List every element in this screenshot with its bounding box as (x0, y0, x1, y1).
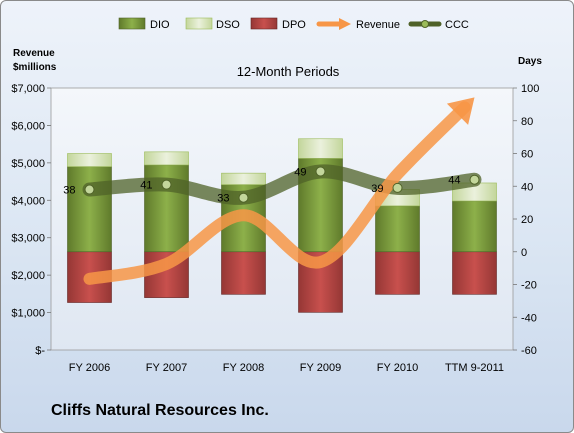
x-tick-label: FY 2008 (223, 362, 264, 374)
left-tick-label: $7,000 (11, 83, 45, 95)
ccc-data-label: 39 (371, 183, 383, 195)
right-tick-label: 0 (521, 247, 527, 259)
legend-label-dpo: DPO (282, 19, 306, 31)
bar-dso (67, 153, 112, 167)
bar-dso (144, 151, 189, 166)
bar-dpo (452, 251, 497, 295)
ccc-data-label: 44 (448, 175, 460, 187)
ccc-data-label: 33 (217, 193, 229, 205)
x-tick-label: FY 2009 (300, 362, 341, 374)
right-tick-label: -60 (521, 345, 537, 357)
legend-label-dio: DIO (150, 19, 170, 31)
right-tick-label: 20 (521, 214, 533, 226)
left-tick-label: $3,000 (11, 233, 45, 245)
bar-dpo (221, 251, 266, 295)
ccc-data-label: 49 (294, 167, 306, 179)
marker-ccc (84, 184, 95, 195)
legend: DIO DSO DPO Revenue CCC (118, 17, 469, 31)
legend-item-ccc: CCC (408, 19, 469, 31)
left-tick-label: $5,000 (11, 158, 45, 170)
company-name: Cliffs Natural Resources Inc. (51, 402, 269, 419)
right-tick-label: 60 (521, 149, 533, 161)
marker-ccc (469, 174, 480, 185)
left-tick-label: $- (35, 345, 45, 357)
x-tick-label: TTM 9-2011 (445, 362, 504, 374)
bar-dso (221, 172, 266, 185)
x-tick-label: FY 2007 (146, 362, 187, 374)
marker-ccc (161, 179, 172, 190)
legend-item-dpo: DPO (250, 17, 306, 31)
bar-dio (375, 205, 420, 253)
right-tick-label: 40 (521, 181, 533, 193)
left-axis: $- $1,000 $2,000 $3,000 $4,000 $5,000 $6,000 $7… (11, 83, 51, 357)
right-axis-title: Days (518, 56, 542, 67)
legend-swatch-dso (185, 17, 213, 30)
right-axis: -60 -40 -20 0 20 40 60 80 100 (513, 83, 539, 357)
marker-ccc (392, 182, 403, 193)
bar-dio (67, 166, 112, 253)
left-axis-title-line2: $millions (13, 62, 57, 73)
legend-label-dso: DSO (216, 19, 240, 31)
legend-item-revenue: Revenue (316, 18, 400, 31)
marker-ccc (315, 166, 326, 177)
ccc-data-label: 41 (140, 180, 152, 192)
bar-dio (452, 200, 497, 253)
right-tick-label: -40 (521, 312, 537, 324)
ccc-data-label: 38 (63, 185, 75, 197)
right-tick-label: 80 (521, 116, 533, 128)
right-tick-label: -20 (521, 280, 537, 292)
legend-swatch-dio (118, 17, 146, 30)
right-tick-label: 100 (521, 83, 539, 95)
bar-dpo (375, 251, 420, 295)
left-tick-label: $6,000 (11, 120, 45, 132)
left-tick-label: $1,000 (11, 308, 45, 320)
bar-dso (298, 138, 343, 159)
legend-item-dso: DSO (185, 17, 240, 31)
x-tick-label: FY 2006 (69, 362, 110, 374)
x-axis: FY 2006 FY 2007 FY 2008 FY 2009 FY 2010 TTM 9… (69, 362, 504, 374)
left-tick-label: $2,000 (11, 270, 45, 282)
chart-title: 12-Month Periods (237, 64, 340, 79)
legend-label-revenue: Revenue (356, 19, 400, 31)
legend-item-dio: DIO (118, 17, 170, 31)
line-series: 38 41 33 49 39 44 (63, 97, 482, 285)
line-revenue (83, 101, 471, 285)
bar-series (67, 138, 497, 313)
revenue-arrowhead (446, 97, 475, 125)
arrow-icon (339, 18, 351, 30)
legend-marker-ccc (421, 20, 429, 28)
left-axis-title-line1: Revenue (13, 48, 55, 59)
legend-swatch-dpo (250, 17, 278, 30)
legend-label-ccc: CCC (445, 19, 469, 31)
left-tick-label: $4,000 (11, 195, 45, 207)
x-tick-label: FY 2010 (377, 362, 418, 374)
marker-ccc (238, 192, 249, 203)
